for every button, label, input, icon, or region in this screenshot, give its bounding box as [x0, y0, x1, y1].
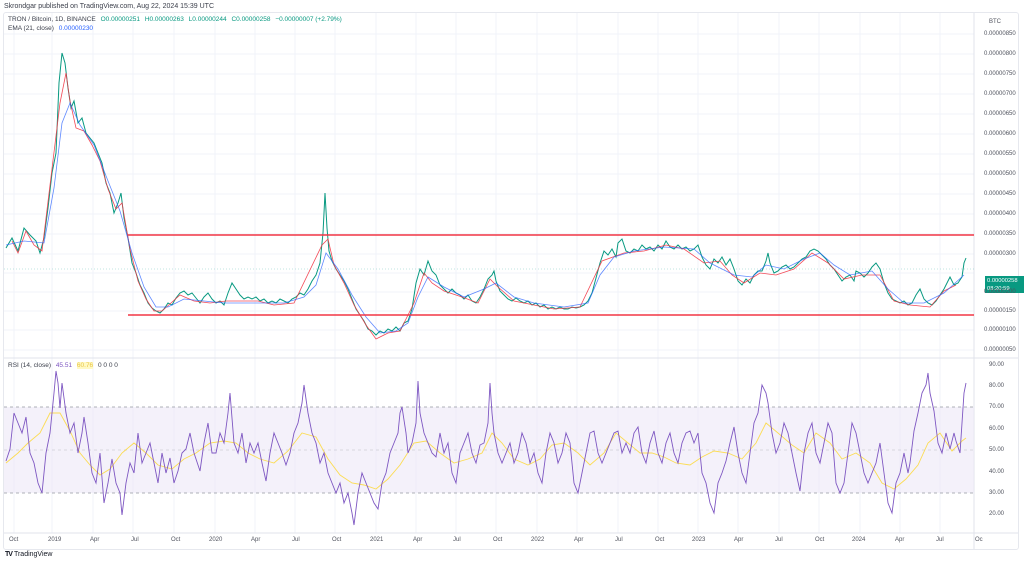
price-tick: 0.00000750: [984, 71, 1016, 77]
price-tick: 0.00000500: [984, 171, 1016, 177]
change-value: −0.00000007 (+2.79%): [275, 16, 342, 23]
time-tick: Apr: [734, 537, 744, 543]
time-tick: Jul: [615, 537, 623, 543]
rsi-tick: 50.00: [989, 447, 1005, 453]
close-value: C0.00000258: [231, 16, 271, 23]
time-tick: 2023: [692, 537, 706, 543]
time-tick: Oct: [815, 537, 825, 543]
last-price-value: 0.00000258: [987, 278, 1018, 284]
tradingview-brand[interactable]: TV TradingView: [5, 551, 52, 558]
rsi-band: [4, 407, 974, 493]
last-price-tag: 0.00000258 08:20:59: [985, 276, 1024, 293]
time-tick: Apr: [895, 537, 905, 543]
rsi-tick: 90.00: [989, 362, 1005, 368]
time-tick: 2019: [48, 537, 62, 543]
rsi-line: [5, 370, 967, 526]
time-tick: Jul: [936, 537, 944, 543]
time-tick: Oct: [655, 537, 665, 543]
currency-label: BTC: [989, 19, 1001, 25]
ema-line: [5, 101, 965, 334]
time-tick: Oct: [493, 537, 503, 543]
open-value: O0.00000251: [100, 16, 140, 23]
low-value: L0.00000244: [188, 16, 227, 23]
rsi-extra-values: 0 0 0 0: [98, 362, 118, 369]
ema-legend[interactable]: EMA (21, close) 0.00000230: [8, 25, 96, 32]
bar-countdown: 08:20:59: [987, 286, 1010, 292]
tradingview-logo-icon: TV: [5, 551, 13, 558]
time-tick: Oct: [171, 537, 181, 543]
price-tick: 0.00000300: [984, 251, 1016, 257]
rsi-ma-value: 60.76: [76, 362, 94, 369]
ema-label[interactable]: EMA (21, close): [8, 25, 54, 32]
rsi-tick: 60.00: [989, 426, 1005, 432]
time-tick: Apr: [574, 537, 584, 543]
price-tick: 0.00000350: [984, 231, 1016, 237]
rsi-tick: 20.00: [989, 511, 1005, 517]
time-tick: 2022: [531, 537, 545, 543]
time-tick: Oct: [332, 537, 342, 543]
time-tick: 2024: [852, 537, 866, 543]
time-tick: Jul: [775, 537, 783, 543]
price-series: [5, 52, 967, 340]
rsi-legend[interactable]: RSI (14, close) 45.51 60.76 0 0 0 0: [8, 362, 121, 369]
time-tick: Jul: [453, 537, 461, 543]
time-tick: Apr: [251, 537, 261, 543]
time-tick: Oct: [9, 537, 19, 543]
time-tick: Oc: [975, 537, 983, 543]
rsi-tick: 40.00: [989, 469, 1005, 475]
price-tick: 0.00000700: [984, 91, 1016, 97]
price-tick: 0.00000450: [984, 191, 1016, 197]
chart-frame[interactable]: TRON / Bitcoin, 1D, BINANCE O0.00000251 …: [3, 12, 1024, 550]
price-tick: 0.00000550: [984, 151, 1016, 157]
time-tick: 2020: [209, 537, 223, 543]
ema-value: 0.00000230: [58, 25, 94, 32]
time-tick: Apr: [413, 537, 423, 543]
tradingview-label: TradingView: [13, 551, 53, 558]
symbol-label[interactable]: TRON / Bitcoin, 1D, BINANCE: [8, 16, 96, 23]
price-tick: 0.00000200: [984, 289, 1016, 295]
price-tick: 0.00000650: [984, 111, 1016, 117]
price-tick: 0.00000050: [984, 347, 1016, 353]
price-tick: 0.00000150: [984, 308, 1016, 314]
main-legend[interactable]: TRON / Bitcoin, 1D, BINANCE O0.00000251 …: [8, 16, 345, 23]
time-tick: 2021: [370, 537, 384, 543]
high-value: H0.00000263: [144, 16, 184, 23]
time-tick: Jul: [131, 537, 139, 543]
rsi-label[interactable]: RSI (14, close): [8, 362, 51, 369]
rsi-tick: 70.00: [989, 404, 1005, 410]
rsi-tick: 80.00: [989, 383, 1005, 389]
time-tick: Jul: [292, 537, 300, 543]
publish-info: Skrondgar published on TradingView.com, …: [4, 3, 215, 10]
price-tick: 0.00000800: [984, 51, 1016, 57]
rsi-value: 45.51: [55, 362, 73, 369]
price-tick: 0.00000100: [984, 327, 1016, 333]
price-tick: 0.00000400: [984, 211, 1016, 217]
rsi-tick: 30.00: [989, 490, 1005, 496]
price-tick: 0.00000600: [984, 131, 1016, 137]
chart-canvas[interactable]: [4, 13, 1018, 549]
time-tick: Apr: [90, 537, 100, 543]
price-tick: 0.00000850: [984, 31, 1016, 37]
